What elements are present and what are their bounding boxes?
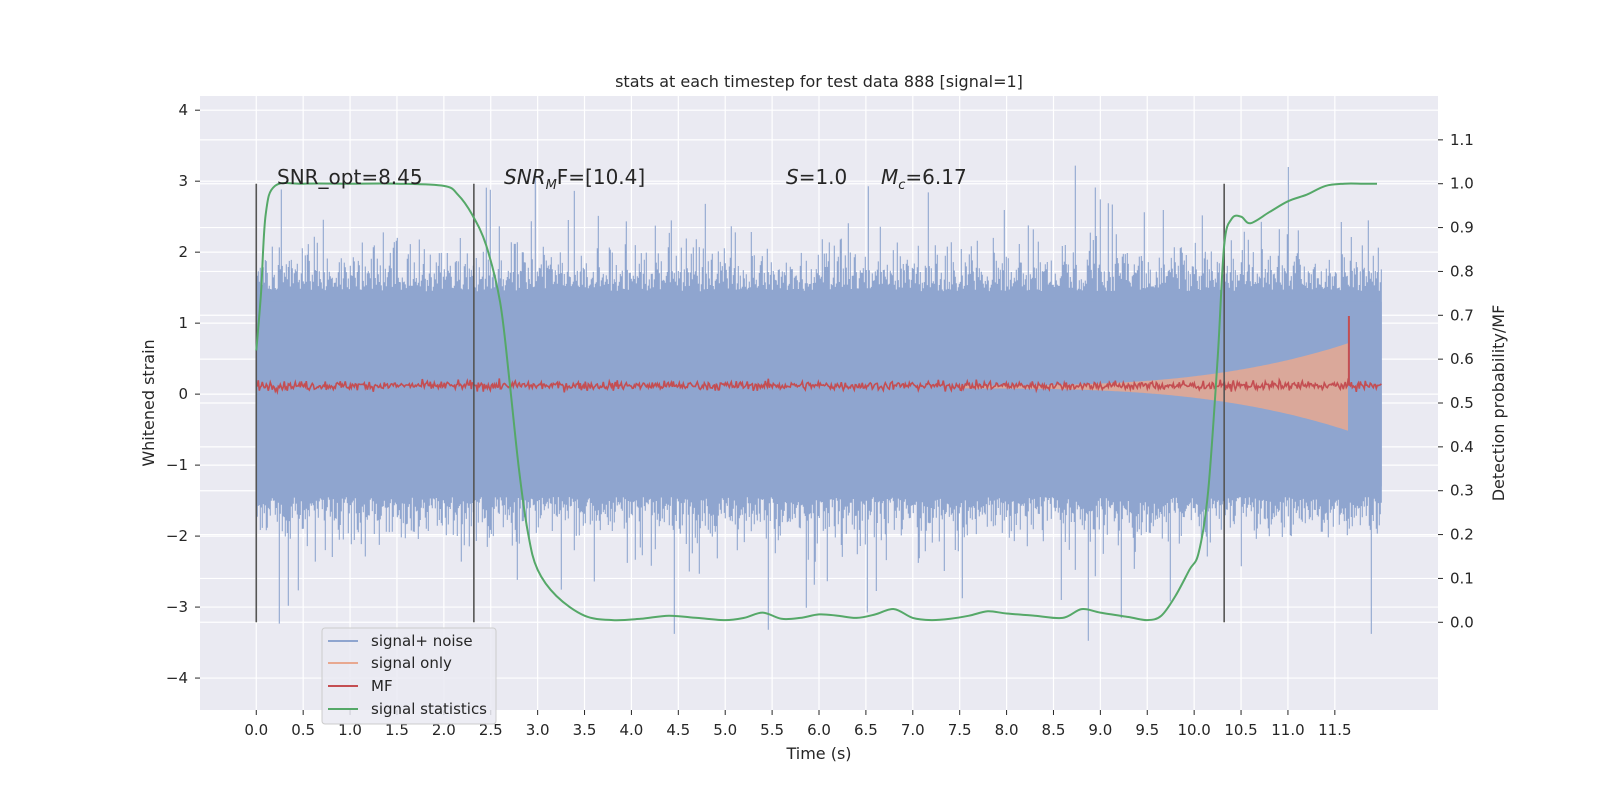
y-tick-label-right: 1.1 <box>1450 131 1474 149</box>
x-tick-label: 2.5 <box>479 721 503 739</box>
x-tick-label: 4.5 <box>666 721 690 739</box>
x-tick-label: 4.0 <box>619 721 643 739</box>
legend-label-mf: MF <box>371 677 393 695</box>
snr-mf-prefix: SNR <box>504 165 546 189</box>
x-tick-label: 3.0 <box>526 721 550 739</box>
x-tick-label: 3.5 <box>573 721 597 739</box>
legend: signal+ noise signal only MF signal stat… <box>321 627 497 725</box>
x-tick-label: 6.0 <box>807 721 831 739</box>
y-tick-label-right: 0.8 <box>1450 262 1474 280</box>
y-tick-label-left: −1 <box>166 456 188 474</box>
y-tick-label-right: 0.4 <box>1450 438 1474 456</box>
x-tick-label: 0.0 <box>244 721 268 739</box>
signal-statistics-line <box>255 182 1377 622</box>
legend-box <box>321 627 497 725</box>
x-tick-label: 9.5 <box>1135 721 1159 739</box>
x-tick-label: 11.0 <box>1271 721 1304 739</box>
x-tick-label: 10.0 <box>1177 721 1210 739</box>
x-tick-label: 8.0 <box>995 721 1019 739</box>
annotation-snr-opt: SNR_opt=8.45 <box>277 165 423 189</box>
y-tick-label-left: 0 <box>178 385 188 403</box>
mc-suffix: =6.17 <box>905 165 966 189</box>
annotation-snr-mf: SNRMF=[10.4] <box>504 165 645 193</box>
y-tick-labels-right: 1.1 1.0 0.9 0.8 0.7 0.6 0.5 0.4 0.3 0.2 0.1 0.0 <box>1438 131 1474 631</box>
x-tick-labels: 0.0 0.5 1.0 1.5 2.0 2.5 3.0 3.5 4.0 4.5 5.0 5.5 6.0 6… <box>244 710 1352 739</box>
x-axis-label: Time (s) <box>785 744 851 763</box>
s-suffix: =1.0 <box>799 165 848 189</box>
x-tick-label: 8.5 <box>1042 721 1066 739</box>
y-tick-label-right: 1.0 <box>1450 175 1474 193</box>
x-tick-label: 10.5 <box>1224 721 1257 739</box>
y-axis-label-right: Detection probability/MF <box>1489 305 1508 502</box>
annotation-s: S=1.0 <box>786 165 847 189</box>
y-tick-label-left: −4 <box>166 669 188 687</box>
mf-line <box>256 377 1382 395</box>
x-tick-label: 5.0 <box>713 721 737 739</box>
snr-mf-suffix: F=[10.4] <box>557 165 645 189</box>
mf-series <box>256 316 1382 395</box>
x-tick-label: 5.5 <box>760 721 784 739</box>
signal-statistics-series <box>255 182 1377 622</box>
mc-sub: c <box>898 178 905 193</box>
annotation-mc: Mc=6.17 <box>881 165 967 193</box>
s-prefix: S <box>786 165 799 189</box>
x-tick-label: 7.5 <box>948 721 972 739</box>
y-tick-label-right: 0.5 <box>1450 394 1474 412</box>
y-tick-label-right: 0.7 <box>1450 306 1474 324</box>
y-tick-label-left: 2 <box>178 243 188 261</box>
y-tick-label-right: 0.2 <box>1450 526 1474 544</box>
y-tick-label-left: 4 <box>178 101 188 119</box>
y-axis-label-left: Whitened strain <box>139 339 158 466</box>
y-tick-label-left: −2 <box>166 527 188 545</box>
y-tick-label-right: 0.6 <box>1450 350 1474 368</box>
y-tick-label-left: 1 <box>178 314 188 332</box>
snr-mf-sub: M <box>546 178 557 193</box>
y-tick-label-right: 0.1 <box>1450 569 1474 587</box>
x-tick-label: 0.5 <box>291 721 315 739</box>
x-tick-label: 1.5 <box>385 721 409 739</box>
y-tick-label-right: 0.3 <box>1450 482 1474 500</box>
x-tick-label: 6.5 <box>854 721 878 739</box>
y-tick-label-right: 0.9 <box>1450 219 1474 237</box>
legend-label-signal: signal only <box>371 654 452 672</box>
x-tick-label: 9.0 <box>1088 721 1112 739</box>
x-tick-label: 1.0 <box>338 721 362 739</box>
y-tick-label-left: −3 <box>166 598 188 616</box>
x-tick-label: 2.0 <box>432 721 456 739</box>
y-tick-label-right: 0.0 <box>1450 613 1474 631</box>
chart-title: stats at each timestep for test data 888… <box>615 72 1023 91</box>
x-tick-label: 11.5 <box>1318 721 1351 739</box>
x-tick-label: 7.0 <box>901 721 925 739</box>
mc-prefix: M <box>881 165 898 189</box>
y-tick-labels-left: 4 3 2 1 0 −1 −2 −3 −4 <box>166 101 200 687</box>
legend-label-noise: signal+ noise <box>371 632 473 650</box>
legend-label-statistics: signal statistics <box>371 700 487 718</box>
y-tick-label-left: 3 <box>178 172 188 190</box>
